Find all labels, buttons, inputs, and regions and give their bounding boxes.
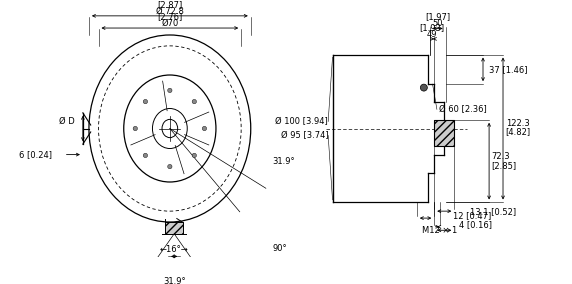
- Circle shape: [202, 126, 206, 131]
- Circle shape: [192, 99, 196, 104]
- Text: [4.82]: [4.82]: [506, 128, 531, 137]
- Circle shape: [143, 153, 148, 158]
- Text: 6 [0.24]: 6 [0.24]: [18, 150, 51, 159]
- Text: Ø 100 [3.94]: Ø 100 [3.94]: [275, 117, 328, 126]
- Text: 72.3: 72.3: [492, 152, 510, 161]
- Text: 4 [0.16]: 4 [0.16]: [459, 220, 492, 229]
- Text: Ø 72.8: Ø 72.8: [156, 7, 184, 16]
- Text: 12 [0.47]: 12 [0.47]: [454, 211, 492, 220]
- Bar: [434, 120, 454, 146]
- Text: 122.3: 122.3: [506, 119, 529, 128]
- Text: 90°: 90°: [272, 244, 287, 252]
- Text: M12 × 1: M12 × 1: [422, 226, 458, 235]
- Text: [2.76]: [2.76]: [157, 12, 182, 21]
- Bar: [434, 120, 454, 146]
- Circle shape: [133, 126, 137, 131]
- Circle shape: [168, 88, 172, 93]
- Text: 13.1 [0.52]: 13.1 [0.52]: [470, 207, 516, 216]
- Circle shape: [420, 84, 427, 91]
- Text: ←16°→: ←16°→: [160, 245, 189, 254]
- Text: [1.97]: [1.97]: [425, 12, 450, 21]
- Text: Ø70: Ø70: [161, 19, 178, 28]
- Text: Ø 60 [2.36]: Ø 60 [2.36]: [439, 105, 486, 114]
- Text: 31.9°: 31.9°: [163, 277, 185, 284]
- Text: Ø D: Ø D: [59, 117, 75, 126]
- Text: [2.85]: [2.85]: [492, 161, 517, 170]
- Text: Ø 95 [3.74]: Ø 95 [3.74]: [280, 131, 328, 140]
- Text: 50: 50: [432, 19, 443, 28]
- Circle shape: [192, 153, 196, 158]
- Circle shape: [168, 164, 172, 169]
- FancyBboxPatch shape: [165, 222, 183, 234]
- Text: 31.9°: 31.9°: [272, 157, 295, 166]
- Text: 49: 49: [427, 30, 438, 39]
- Circle shape: [143, 99, 148, 104]
- Text: [2.87]: [2.87]: [157, 0, 182, 9]
- Text: 37 [1.46]: 37 [1.46]: [489, 65, 527, 74]
- Text: [1.93]: [1.93]: [419, 23, 444, 32]
